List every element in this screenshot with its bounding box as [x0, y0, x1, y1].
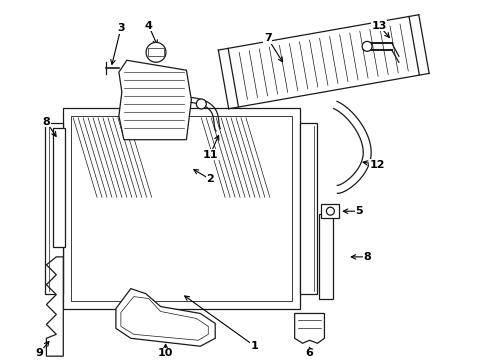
- Bar: [63, 108, 299, 309]
- Bar: [299, 123, 318, 294]
- Circle shape: [326, 207, 334, 215]
- Bar: [53, 128, 65, 247]
- Text: 11: 11: [202, 150, 218, 159]
- Polygon shape: [228, 17, 419, 107]
- Polygon shape: [116, 289, 215, 346]
- Text: 13: 13: [371, 21, 387, 31]
- Text: 3: 3: [117, 23, 124, 33]
- Text: 8: 8: [43, 117, 50, 127]
- Text: 7: 7: [264, 33, 272, 44]
- Bar: [148, 48, 164, 56]
- Bar: [46, 123, 63, 294]
- Text: 8: 8: [363, 252, 371, 262]
- Bar: [319, 214, 333, 298]
- Text: 5: 5: [355, 206, 363, 216]
- Text: 4: 4: [145, 21, 152, 31]
- Text: 12: 12: [369, 159, 385, 170]
- Polygon shape: [47, 257, 63, 356]
- Text: 2: 2: [206, 175, 214, 184]
- Polygon shape: [121, 297, 208, 340]
- Bar: [71, 116, 292, 301]
- Bar: [321, 204, 340, 218]
- Circle shape: [146, 42, 166, 62]
- Circle shape: [196, 99, 206, 109]
- Text: 9: 9: [35, 348, 44, 358]
- Text: 1: 1: [251, 341, 259, 351]
- Text: 10: 10: [158, 348, 173, 358]
- Polygon shape: [119, 60, 192, 140]
- Circle shape: [362, 41, 372, 51]
- Text: 6: 6: [306, 348, 314, 358]
- Polygon shape: [294, 314, 324, 343]
